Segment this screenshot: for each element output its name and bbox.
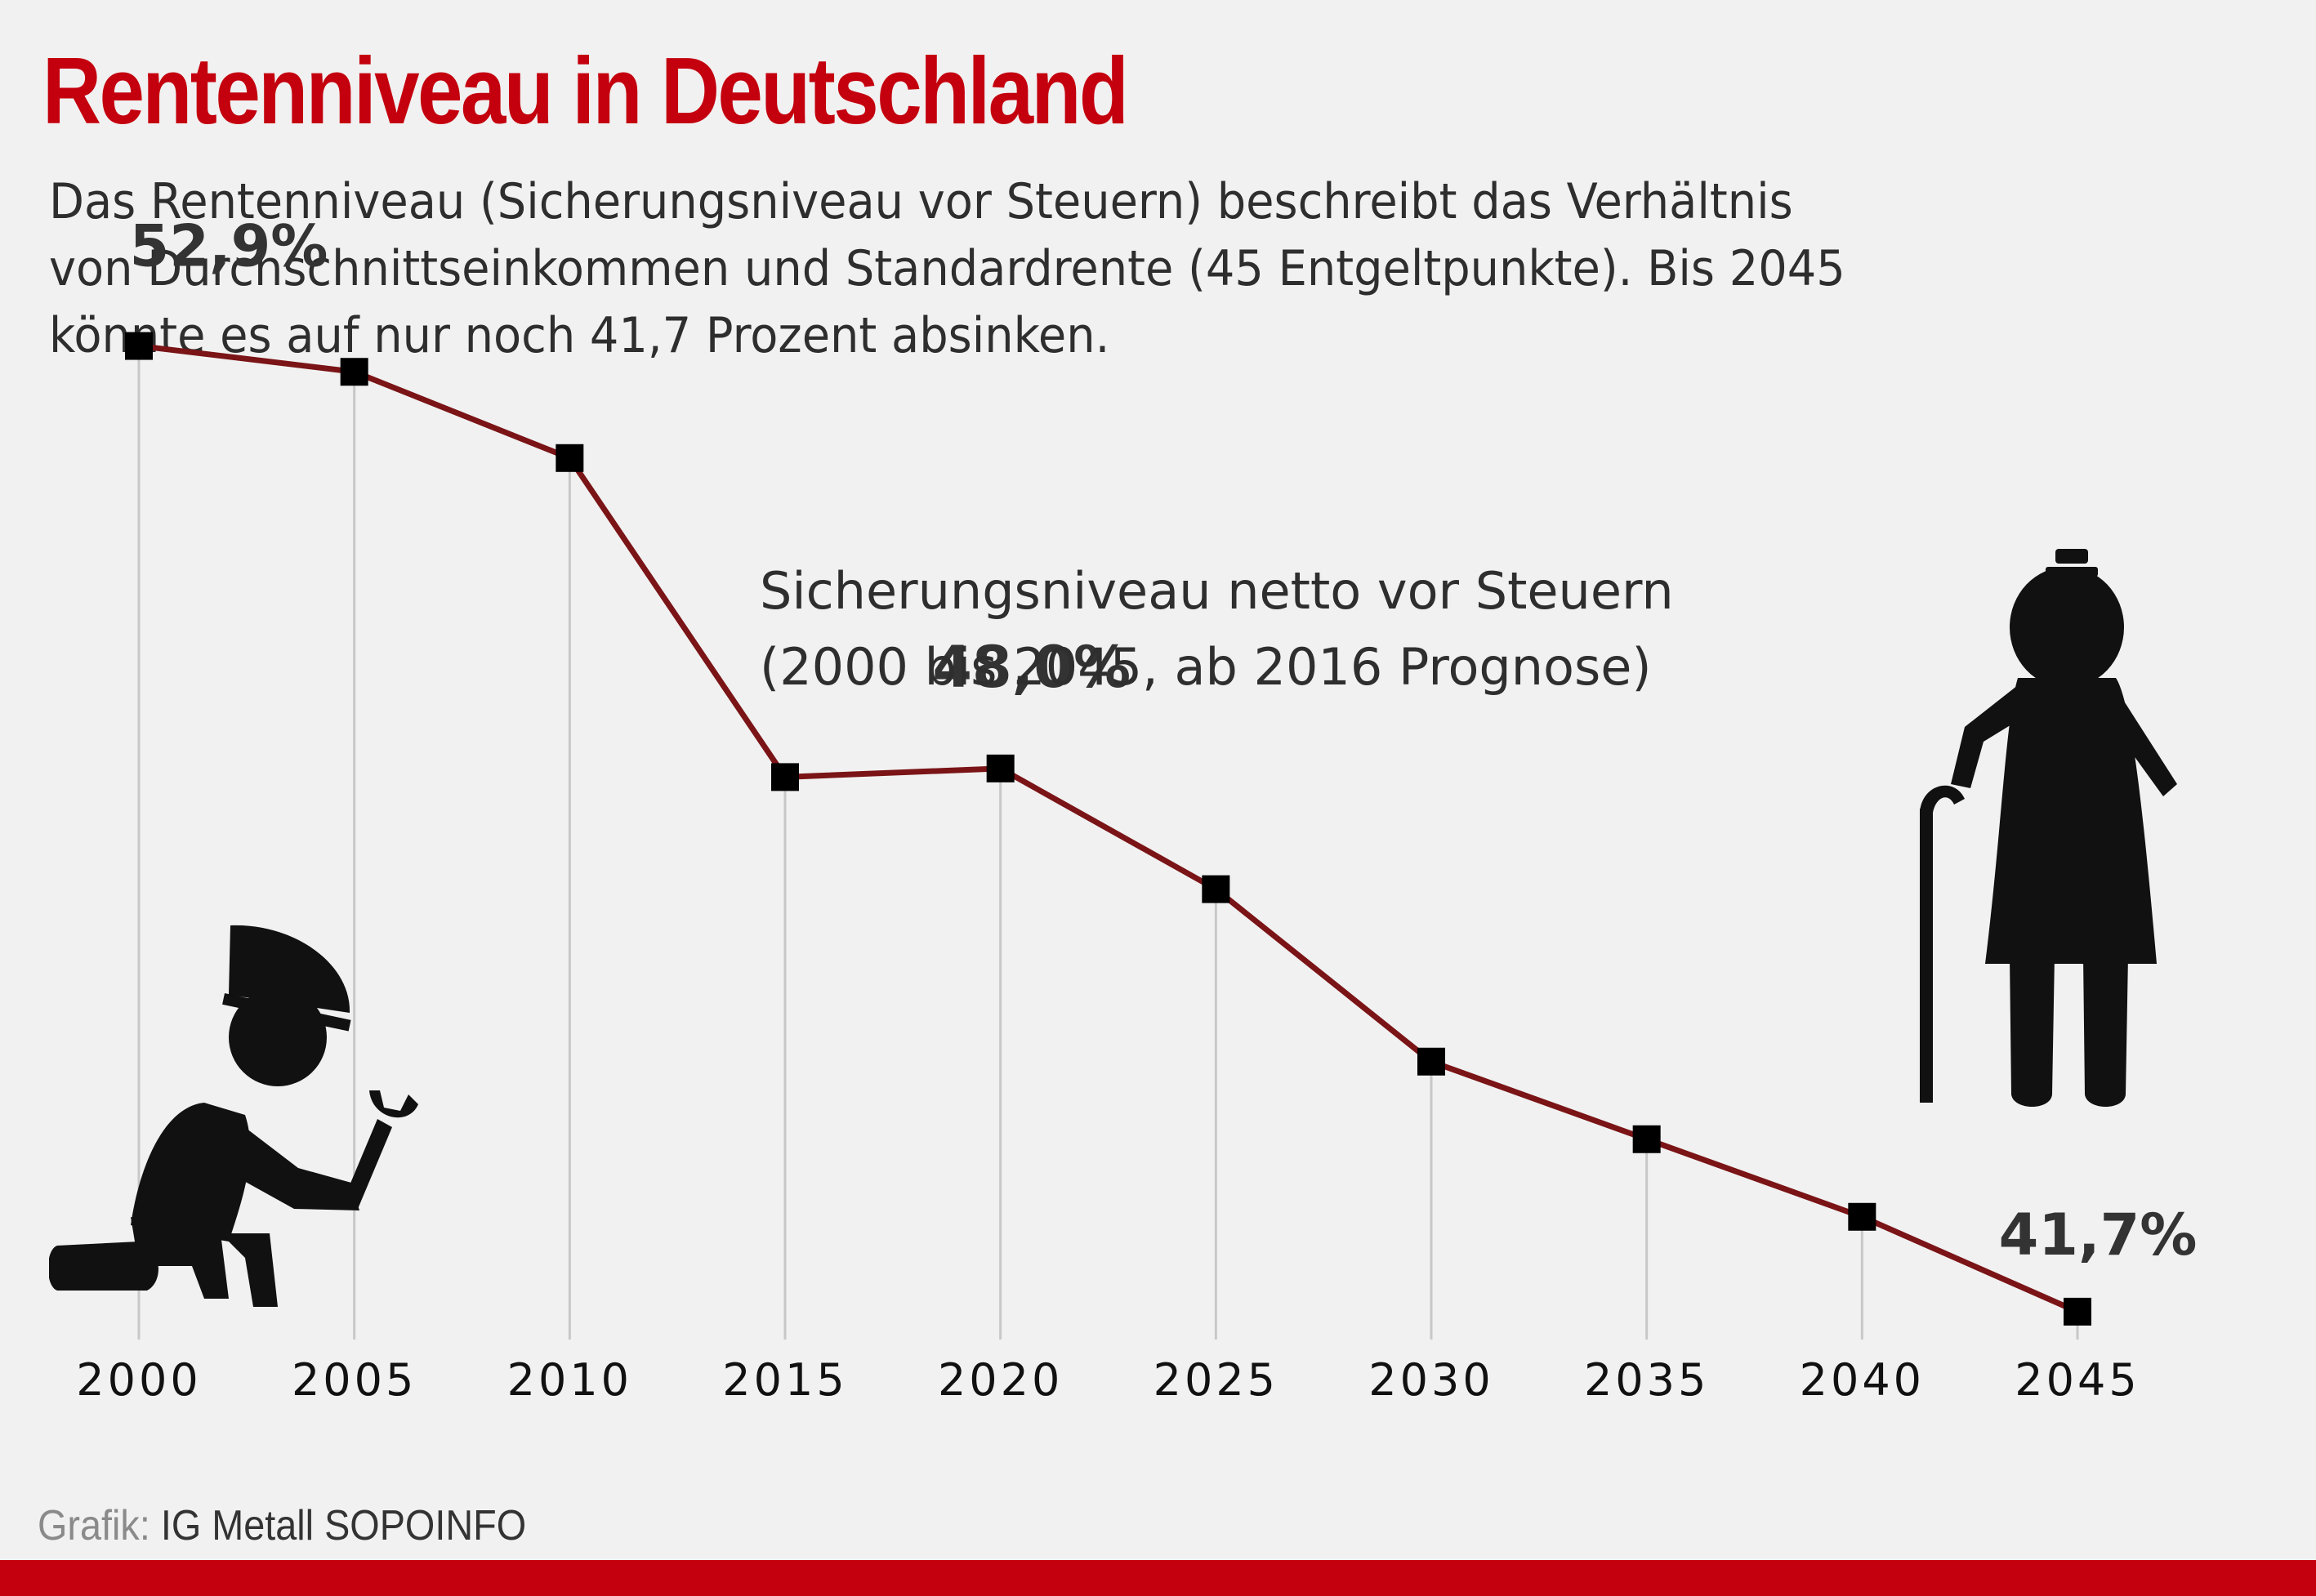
bottom-accent-bar bbox=[0, 1560, 2316, 1596]
marker-2040 bbox=[1848, 1202, 1876, 1231]
kneeling-worker-with-wrench-icon bbox=[49, 925, 418, 1307]
x-tick-label: 2025 bbox=[1154, 1354, 1278, 1406]
marker-2030 bbox=[1417, 1047, 1445, 1076]
x-tick-label: 2035 bbox=[1584, 1354, 1709, 1406]
x-axis-ticks: 2000 2005 2010 2015 2020 2025 2030 2035 2040 2045 bbox=[76, 1354, 2140, 1406]
drop-lines bbox=[137, 346, 2079, 1340]
series-line-layer bbox=[138, 343, 2079, 1315]
marker-2020 bbox=[986, 754, 1015, 782]
elderly-person-with-cane-icon bbox=[1920, 549, 2177, 1107]
data-labels: 52,9% 48,0% 41,7% bbox=[130, 213, 2198, 1268]
x-tick-label: 2040 bbox=[1800, 1354, 1925, 1406]
marker-2015 bbox=[771, 763, 799, 791]
x-tick-label: 2000 bbox=[76, 1354, 201, 1406]
x-tick-label: 2015 bbox=[722, 1354, 847, 1406]
source-credit: Grafik: IG Metall SOPOINFO bbox=[38, 1501, 526, 1550]
description-line-2: von Durchschnittseinkommen und Standardr… bbox=[49, 240, 1845, 297]
x-tick-label: 2010 bbox=[507, 1354, 632, 1406]
marker-2045 bbox=[2064, 1297, 2091, 1326]
data-label-2020: 48,0% bbox=[932, 634, 1131, 701]
x-tick-label: 2030 bbox=[1368, 1354, 1493, 1406]
source-label: Grafik: bbox=[38, 1502, 150, 1549]
markers bbox=[125, 332, 2091, 1326]
source-name: IG Metall SOPOINFO bbox=[160, 1502, 527, 1549]
data-label-2045: 41,7% bbox=[1999, 1201, 2198, 1268]
marker-2010 bbox=[556, 444, 584, 472]
series-line bbox=[138, 343, 2079, 1315]
data-label-2000: 52,9% bbox=[130, 213, 328, 280]
x-tick-label: 2045 bbox=[2015, 1354, 2140, 1406]
marker-2000 bbox=[125, 332, 153, 360]
x-tick-label: 2020 bbox=[938, 1354, 1063, 1406]
x-tick-label: 2005 bbox=[292, 1354, 417, 1406]
marker-2035 bbox=[1632, 1125, 1661, 1153]
chart-title: Sicherungsniveau netto vor Steuern bbox=[760, 561, 1674, 621]
marker-2025 bbox=[1202, 875, 1230, 903]
chart-subtitle: (2000 bis 2045, ab 2016 Prognose) bbox=[760, 637, 1652, 697]
page-title: Rentenniveau in Deutschland bbox=[42, 38, 1129, 144]
description-line-1: Das Rentenniveau (Sicherungsniveau vor S… bbox=[49, 173, 1793, 230]
marker-2005 bbox=[340, 358, 368, 386]
